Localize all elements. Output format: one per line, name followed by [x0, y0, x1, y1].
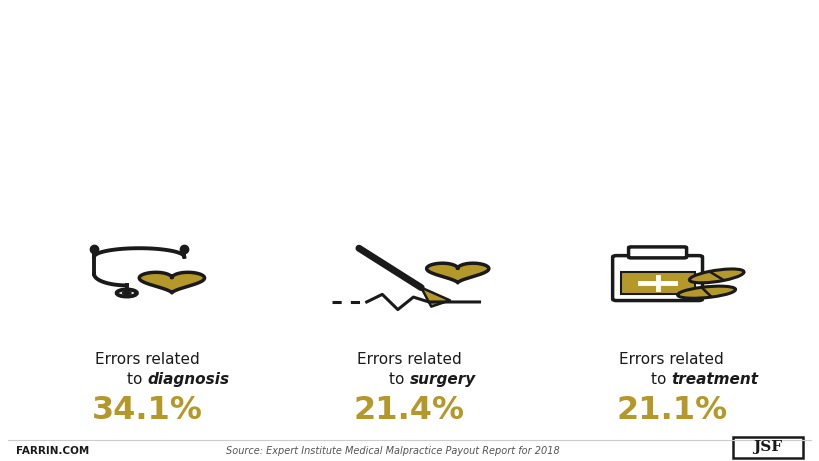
Text: surgery: surgery: [410, 372, 476, 387]
Text: diagnosis: diagnosis: [147, 372, 229, 387]
Bar: [621, 272, 695, 294]
Polygon shape: [427, 263, 489, 283]
Text: MEDICAL MALPRACTICE: MEDICAL MALPRACTICE: [152, 107, 667, 145]
Text: treatment: treatment: [672, 372, 758, 387]
Text: to: to: [651, 372, 672, 387]
Text: Errors related: Errors related: [357, 352, 462, 367]
Polygon shape: [421, 288, 450, 307]
FancyBboxPatch shape: [733, 437, 803, 458]
Text: to: to: [127, 372, 147, 387]
Text: JSF: JSF: [753, 440, 782, 454]
FancyBboxPatch shape: [628, 247, 686, 258]
Text: 21.4%: 21.4%: [354, 396, 465, 426]
Text: to: to: [389, 372, 410, 387]
FancyBboxPatch shape: [613, 255, 703, 301]
Text: 21.1%: 21.1%: [616, 396, 727, 426]
Ellipse shape: [677, 286, 735, 298]
Text: 34.1%: 34.1%: [92, 396, 203, 426]
Polygon shape: [139, 272, 205, 293]
Text: Errors related: Errors related: [95, 352, 200, 367]
Ellipse shape: [690, 269, 744, 283]
Circle shape: [123, 291, 131, 295]
Text: THREE COMMON TYPES OF: THREE COMMON TYPES OF: [250, 37, 569, 61]
Text: FARRIN.COM: FARRIN.COM: [16, 446, 89, 456]
Text: Errors related: Errors related: [619, 352, 724, 367]
Text: Source: Expert Institute Medical Malpractice Payout Report for 2018: Source: Expert Institute Medical Malprac…: [226, 446, 560, 456]
